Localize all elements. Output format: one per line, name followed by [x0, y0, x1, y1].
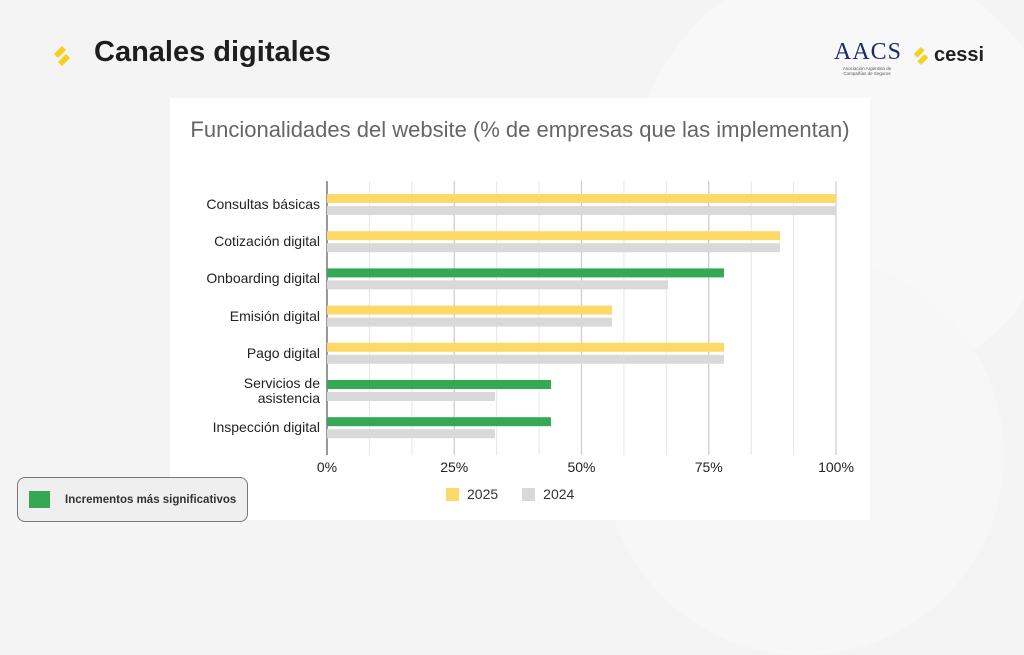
bar-2024: [327, 317, 613, 327]
bar-chart: [326, 181, 837, 455]
category-label: Pago digital: [246, 344, 320, 361]
cessi-logo: cessi: [912, 42, 984, 68]
category-label: Inspección digital: [212, 419, 320, 436]
x-tick-label: 50%: [567, 459, 596, 475]
cessi-mark-icon: [913, 46, 929, 65]
bar-2024: [327, 429, 495, 439]
highlight-swatch: [29, 491, 50, 508]
bar-2024: [327, 354, 725, 364]
legend-label-2024: 2024: [543, 486, 575, 502]
category-label: Consultas básicas: [206, 196, 320, 212]
bar-2025: [327, 342, 725, 352]
legend-swatch-2025: [446, 487, 459, 501]
bar-2024: [327, 206, 836, 215]
bar-2024: [327, 280, 669, 290]
bar-2025: [327, 231, 781, 241]
aacs-logo-subtitle: Asociación Argentina de Compañías de Seg…: [842, 66, 892, 76]
bar-2025: [327, 417, 551, 427]
page-title: Canales digitales: [94, 36, 331, 68]
bar-2024: [327, 243, 781, 253]
highlight-note-label: Incrementos más significativos: [65, 493, 237, 506]
legend-label-2025: 2025: [467, 486, 499, 502]
x-tick-label: 75%: [694, 459, 723, 475]
bar-2025: [327, 268, 725, 278]
x-tick-label: 100%: [818, 459, 854, 475]
aacs-logo-text: AACS: [834, 39, 903, 65]
bar-2025: [327, 305, 613, 315]
cessi-logo-text: cessi: [934, 43, 985, 66]
bar-2024: [327, 392, 495, 401]
bar-2025: [327, 194, 836, 203]
category-label: Servicios de asistencia: [243, 375, 320, 406]
aacs-logo: AACS Asociación Argentina de Compañías d…: [834, 39, 903, 80]
category-label: Emisión digital: [229, 307, 320, 324]
brand-mark-icon: [54, 46, 70, 66]
category-label: Cotización digital: [214, 233, 320, 250]
x-tick-label: 25%: [440, 459, 469, 475]
x-tick-label: 0%: [316, 459, 338, 475]
legend-item-2025: 2025: [446, 486, 498, 502]
chart-legend: 2025 2024: [446, 486, 590, 502]
highlight-note: Incrementos más significativos: [17, 477, 248, 522]
legend-item-2024: 2024: [522, 486, 574, 502]
bar-2025: [327, 380, 551, 389]
category-label: Onboarding digital: [206, 270, 320, 287]
chart-title: Funcionalidades del website (% de empres…: [190, 117, 850, 142]
legend-swatch-2024: [522, 487, 536, 501]
